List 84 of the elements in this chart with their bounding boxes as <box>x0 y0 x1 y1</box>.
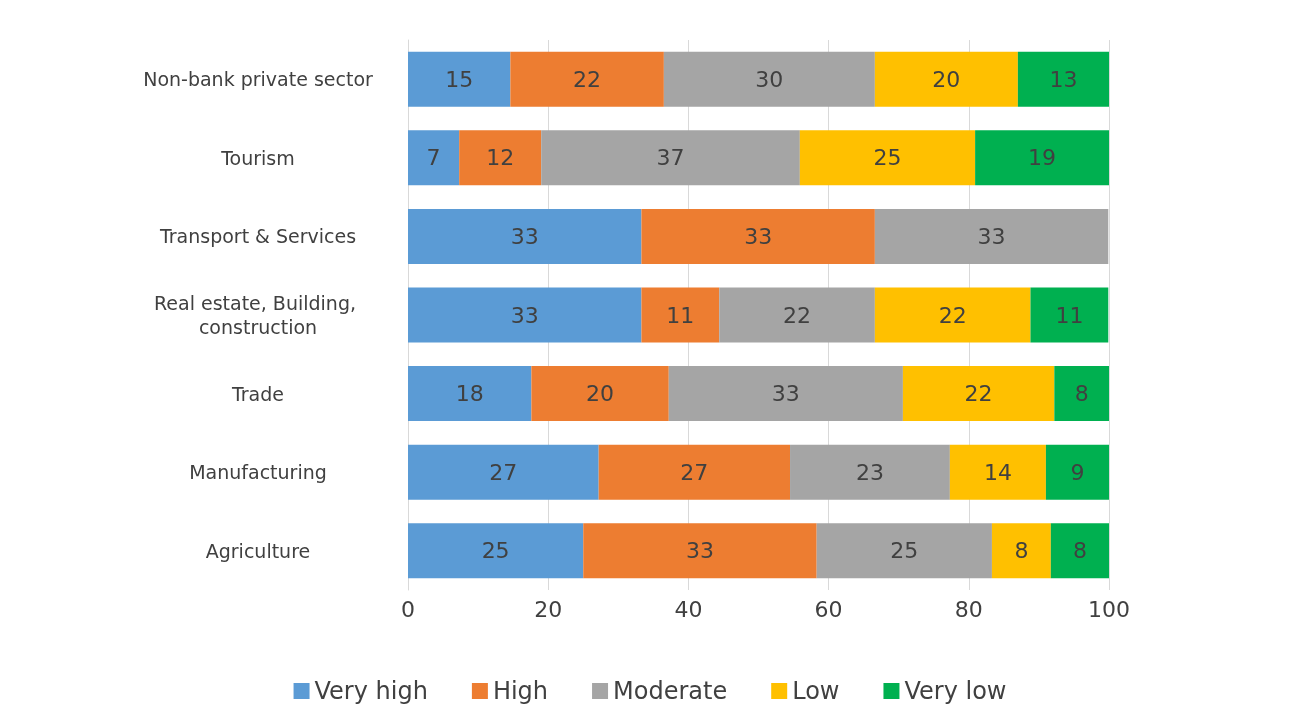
bar <box>902 366 1055 422</box>
y-tick-label: Agriculture <box>205 539 311 562</box>
bar <box>408 366 532 422</box>
bar <box>1017 51 1109 107</box>
bar <box>991 523 1051 579</box>
bar <box>531 366 669 422</box>
data-label: 19 <box>1028 145 1057 171</box>
data-label: 7 <box>426 145 441 171</box>
data-label: 18 <box>455 381 484 407</box>
data-label: 33 <box>744 223 773 249</box>
y-tick-label: Trade <box>230 382 285 405</box>
bar <box>408 208 642 264</box>
data-label: 8 <box>1072 538 1087 564</box>
data-label: 27 <box>489 459 518 485</box>
data-label: 25 <box>481 538 510 564</box>
data-label: 25 <box>873 145 902 171</box>
bar <box>1054 366 1109 422</box>
data-label: 33 <box>977 223 1006 249</box>
data-label: 22 <box>938 302 967 328</box>
data-label: 27 <box>680 459 709 485</box>
data-label: 23 <box>855 459 884 485</box>
legend-label: Moderate <box>613 677 728 705</box>
data-label: 22 <box>783 302 812 328</box>
bar <box>641 287 720 343</box>
legend-label: Very high <box>314 677 428 705</box>
data-label: 9 <box>1070 459 1085 485</box>
bar <box>459 130 542 186</box>
data-label: 33 <box>771 381 800 407</box>
legend-label: Low <box>792 677 840 705</box>
bar <box>1030 287 1109 343</box>
data-label: 33 <box>510 223 539 249</box>
bar <box>583 523 817 579</box>
x-tick-label: 20 <box>534 596 563 622</box>
bar <box>975 130 1109 186</box>
data-label: 25 <box>890 538 919 564</box>
x-tick-label: 40 <box>674 596 703 622</box>
bar <box>541 130 800 186</box>
y-tick-label: Real estate, Building, construction <box>153 292 363 338</box>
bar <box>641 208 875 264</box>
x-tick-label: 100 <box>1088 596 1130 622</box>
bar <box>510 51 664 107</box>
bar <box>874 208 1109 264</box>
data-label: 33 <box>510 302 539 328</box>
bar <box>719 287 875 343</box>
data-label: 11 <box>1055 302 1084 328</box>
bar <box>799 130 976 186</box>
bar <box>949 444 1046 500</box>
data-label: 20 <box>932 66 961 92</box>
bar <box>408 523 584 579</box>
bar <box>598 444 791 500</box>
x-tick-label: 80 <box>954 596 983 622</box>
data-label: 30 <box>755 66 784 92</box>
bar <box>790 444 950 500</box>
bar <box>874 287 1031 343</box>
bar <box>408 51 511 107</box>
bar <box>874 51 1018 107</box>
bar <box>408 444 599 500</box>
data-label: 22 <box>573 66 602 92</box>
bar <box>1045 444 1109 500</box>
y-tick-label: Tourism <box>220 146 295 169</box>
bar <box>1050 523 1109 579</box>
data-label: 37 <box>656 145 685 171</box>
y-tick-label: Non-bank private sector <box>143 68 374 91</box>
data-label: 8 <box>1014 538 1029 564</box>
x-tick-label: 60 <box>814 596 843 622</box>
bar <box>408 287 642 343</box>
data-label: 13 <box>1049 66 1078 92</box>
data-label: 33 <box>685 538 714 564</box>
bar <box>663 51 875 107</box>
data-label: 22 <box>964 381 993 407</box>
data-label: 14 <box>983 459 1012 485</box>
x-tick-label: 0 <box>401 596 415 622</box>
legend-label: Very low <box>904 677 1007 705</box>
bar <box>408 130 460 186</box>
legend-label: High <box>492 677 549 705</box>
y-tick-label: Manufacturing <box>189 461 327 484</box>
data-label: 15 <box>445 66 474 92</box>
bar <box>668 366 903 422</box>
y-tick-label: Transport & Services <box>158 225 357 248</box>
data-label: 20 <box>586 381 615 407</box>
bar <box>816 523 992 579</box>
data-label: 12 <box>486 145 515 171</box>
data-label: 8 <box>1074 381 1089 407</box>
data-label: 11 <box>666 302 695 328</box>
